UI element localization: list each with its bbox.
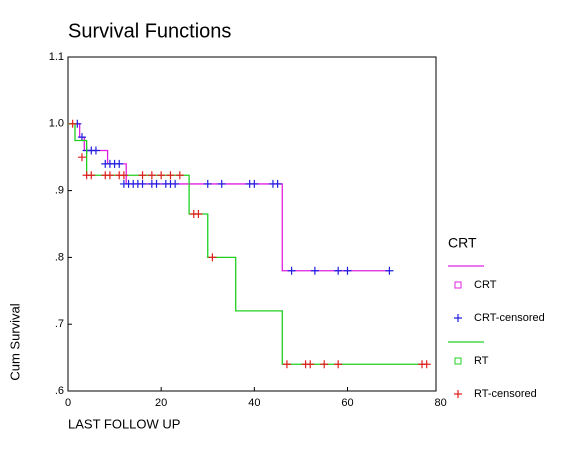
legend-label: CRT-censored: [474, 312, 545, 324]
censor-mark: [138, 179, 147, 188]
censor-mark: [119, 171, 128, 180]
x-tick-label: 20: [155, 397, 167, 409]
censor-mark: [91, 146, 100, 155]
censor-mark: [273, 179, 282, 188]
censor-mark: [208, 253, 217, 262]
censor-mark: [282, 360, 291, 369]
y-tick-label: 1.0: [49, 118, 64, 130]
censor-mark: [250, 179, 259, 188]
x-tick-label: 60: [341, 397, 353, 409]
censor-mark: [87, 171, 96, 180]
plot-frame: [67, 56, 437, 392]
legend-label: RT-censored: [474, 388, 537, 400]
survival-line: [68, 123, 390, 272]
x-axis-label: LAST FOLLOW UP: [68, 416, 180, 431]
x-tick-label: 40: [248, 397, 260, 409]
censor-mark: [422, 360, 431, 369]
y-tick-label: .9: [55, 185, 64, 197]
censor-mark: [147, 171, 156, 180]
censor-mark: [171, 179, 180, 188]
censor-mark: [385, 266, 394, 275]
legend-label: RT: [474, 355, 489, 367]
survival-line: [68, 123, 423, 365]
y-tick-label: 1.1: [49, 51, 64, 63]
censor-mark: [343, 266, 352, 275]
censor-mark: [217, 179, 226, 188]
y-axis-label: Cum Survival: [7, 303, 22, 380]
legend-swatch: [454, 357, 462, 365]
legend-swatch: [454, 281, 462, 289]
legend-label: CRT: [474, 279, 497, 291]
x-tick-label: 80: [435, 397, 447, 409]
y-tick-label: .7: [55, 318, 64, 330]
legend-swatch: [454, 390, 462, 398]
censor-mark: [157, 171, 166, 180]
x-tick-label: 0: [65, 397, 71, 409]
censor-mark: [194, 209, 203, 218]
censor-mark: [68, 119, 77, 128]
censor-mark: [166, 171, 175, 180]
censor-mark: [306, 360, 315, 369]
censor-mark: [175, 171, 184, 180]
chart-title: Survival Functions: [68, 20, 231, 42]
censor-mark: [203, 179, 212, 188]
y-tick-label: .8: [55, 251, 64, 263]
censor-mark: [287, 266, 296, 275]
censor-mark: [334, 360, 343, 369]
censor-mark: [334, 266, 343, 275]
censor-mark: [152, 179, 161, 188]
y-tick-label: .6: [55, 385, 64, 397]
censor-mark: [105, 171, 114, 180]
legend-title: CRT: [448, 235, 477, 251]
censor-mark: [77, 133, 86, 142]
censor-mark: [320, 360, 329, 369]
censor-mark: [310, 266, 319, 275]
censor-mark: [115, 159, 124, 168]
censor-mark: [77, 153, 86, 162]
legend-swatch: [454, 314, 462, 322]
censor-mark: [138, 171, 147, 180]
